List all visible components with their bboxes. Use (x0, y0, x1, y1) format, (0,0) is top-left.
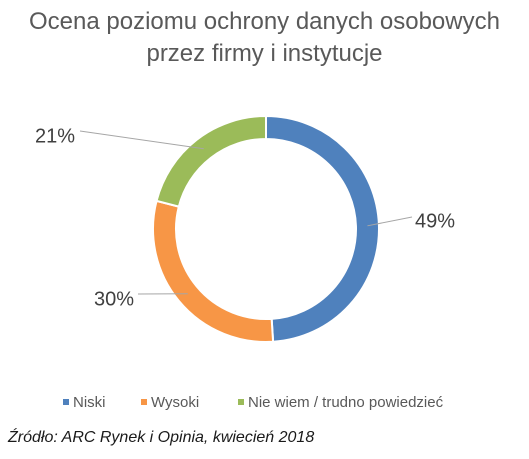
legend-swatch-wysoki (141, 399, 147, 405)
legend-label-nie-wiem-trudno-powiedziec: Nie wiem / trudno powiedzieć (248, 394, 444, 411)
legend: Niski Wysoki Nie wiem / trudno powiedzieć (63, 394, 444, 411)
legend-item-wysoki: Wysoki (141, 394, 199, 411)
legend-swatch-nie-wiem-trudno-powiedziec (238, 399, 244, 405)
data-label-niski: 49% (415, 210, 455, 232)
data-labels: 49% 30% 21% (35, 125, 455, 310)
legend-label-wysoki: Wysoki (151, 394, 199, 411)
slice-nie-wiem-trudno-powiedziec (155, 114, 267, 208)
legend-label-niski: Niski (73, 394, 106, 411)
legend-swatch-niski (63, 399, 69, 405)
data-label-wysoki: 30% (94, 288, 134, 310)
leader-line-niski (367, 216, 413, 227)
leader-line-nie-wiem-trudno-powiedziec (79, 130, 204, 150)
slice-wysoki (152, 199, 275, 343)
legend-item-niski: Niski (63, 394, 106, 411)
donut-slices (152, 114, 380, 343)
data-label-nie-wiem-trudno-powiedziec: 21% (35, 125, 75, 147)
slice-niski (265, 114, 380, 343)
chart-title-line-1: Ocena poziomu ochrony danych osobowych (29, 8, 500, 35)
chart-title-line-2: przez firmy i instytucje (146, 40, 383, 67)
legend-item-nie-wiem-trudno-powiedziec: Nie wiem / trudno powiedzieć (238, 394, 444, 411)
donut-chart: 49% 30% 21% Niski Wysoki Nie wiem / trudno p… (35, 114, 455, 411)
chart-title: Ocena poziomu ochrony danych osobowych p… (0, 6, 529, 70)
source-note: Źródło: ARC Rynek i Opinia, kwiecień 201… (8, 429, 315, 446)
leader-lines (79, 130, 413, 295)
